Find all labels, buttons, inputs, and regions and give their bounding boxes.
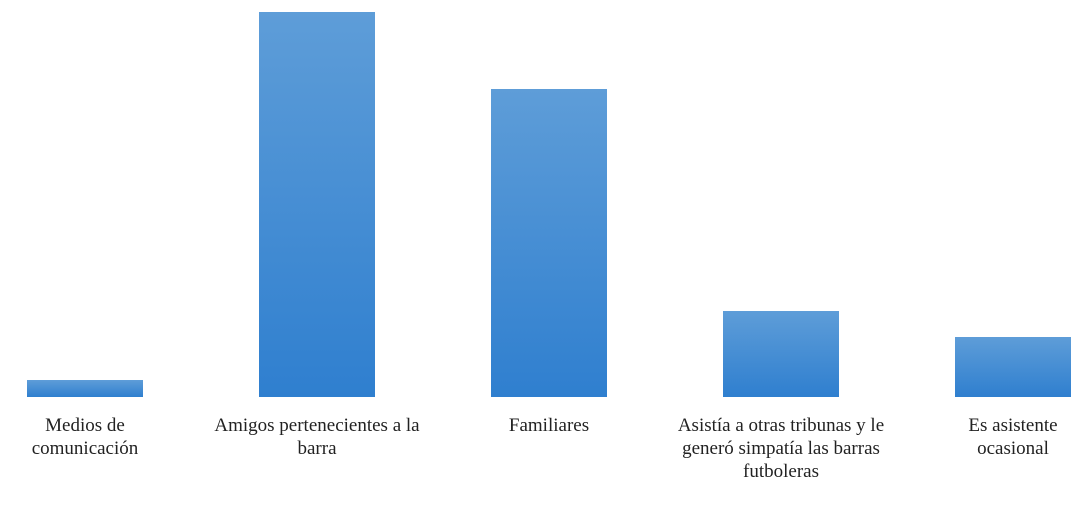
x-tick-label: Es asistente ocasional	[968, 415, 1058, 459]
bar	[259, 12, 375, 397]
x-tick-label: Asistía a otras tribunas y le generó sim…	[677, 415, 885, 482]
bar	[955, 337, 1071, 397]
bar	[27, 379, 143, 397]
x-tick-label: Amigos pertenecientes a la barra	[214, 415, 420, 459]
bar	[723, 311, 839, 397]
x-tick-label: Medios de comunicación	[31, 415, 139, 459]
x-tick-label: Familiares	[508, 415, 590, 436]
bar	[491, 89, 607, 397]
